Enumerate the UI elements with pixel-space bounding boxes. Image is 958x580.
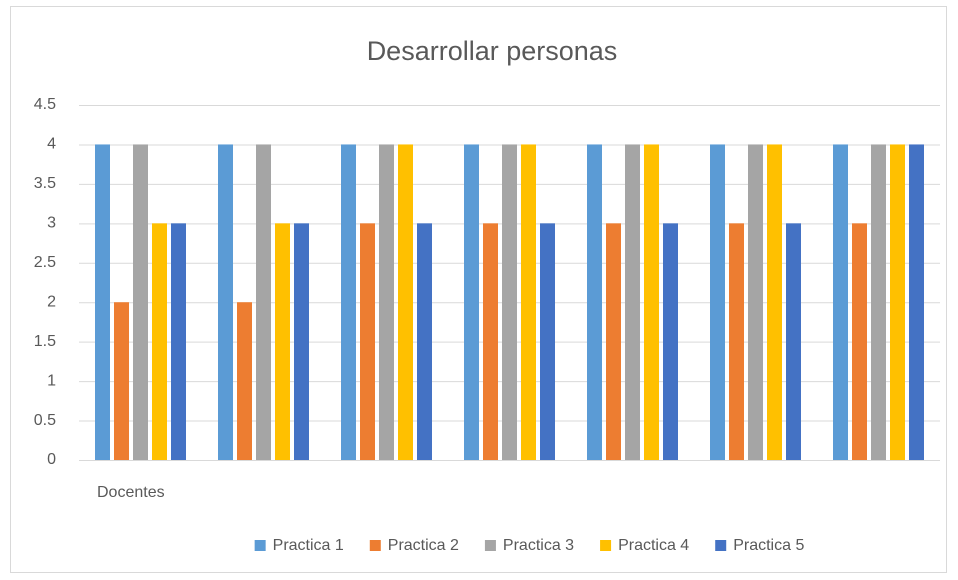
legend-label: Practica 2 bbox=[388, 537, 459, 554]
bar bbox=[852, 223, 867, 460]
bar bbox=[644, 144, 659, 460]
y-tick-label: 4.5 bbox=[34, 96, 56, 113]
legend-swatch bbox=[715, 540, 727, 551]
legend-swatch bbox=[369, 540, 381, 551]
bar bbox=[464, 144, 479, 460]
y-tick-label: 3 bbox=[47, 215, 56, 232]
legend-swatch bbox=[600, 540, 612, 551]
bar bbox=[379, 144, 394, 460]
bar bbox=[871, 144, 886, 460]
y-tick-label: 1.5 bbox=[34, 333, 56, 350]
bar bbox=[729, 223, 744, 460]
legend-label: Practica 5 bbox=[733, 537, 804, 554]
legend-label: Practica 4 bbox=[618, 537, 689, 554]
y-tick-label: 0 bbox=[47, 451, 56, 468]
bar bbox=[606, 223, 621, 460]
bar bbox=[540, 223, 555, 460]
bar bbox=[95, 144, 110, 460]
bar bbox=[710, 144, 725, 460]
bar bbox=[483, 223, 498, 460]
bar bbox=[341, 144, 356, 460]
chart-title: Desarrollar personas bbox=[367, 36, 618, 66]
bar bbox=[171, 223, 186, 460]
bar bbox=[663, 223, 678, 460]
bar bbox=[275, 223, 290, 460]
x-tick-label: Docentes bbox=[97, 484, 165, 501]
legend-label: Practica 1 bbox=[273, 537, 344, 554]
bar bbox=[890, 144, 905, 460]
bar bbox=[767, 144, 782, 460]
bar bbox=[294, 223, 309, 460]
bar bbox=[786, 223, 801, 460]
bar bbox=[218, 144, 233, 460]
bar bbox=[417, 223, 432, 460]
bar bbox=[360, 223, 375, 460]
y-tick-label: 3.5 bbox=[34, 175, 56, 192]
bar bbox=[909, 144, 924, 460]
legend-label: Practica 3 bbox=[503, 537, 574, 554]
bar bbox=[502, 144, 517, 460]
bar bbox=[625, 144, 640, 460]
legend-swatch bbox=[254, 540, 266, 551]
y-tick-label: 1 bbox=[47, 372, 56, 389]
bar bbox=[256, 144, 271, 460]
bar bbox=[152, 223, 167, 460]
bar bbox=[521, 144, 536, 460]
bar bbox=[587, 144, 602, 460]
y-tick-label: 2.5 bbox=[34, 254, 56, 271]
bar bbox=[133, 144, 148, 460]
bar bbox=[748, 144, 763, 460]
bar bbox=[237, 302, 252, 460]
y-tick-label: 4 bbox=[47, 136, 56, 153]
y-tick-label: 0.5 bbox=[34, 412, 56, 429]
bar bbox=[398, 144, 413, 460]
y-tick-label: 2 bbox=[47, 293, 56, 310]
legend-swatch bbox=[484, 540, 496, 551]
bar bbox=[833, 144, 848, 460]
bar bbox=[114, 302, 129, 460]
